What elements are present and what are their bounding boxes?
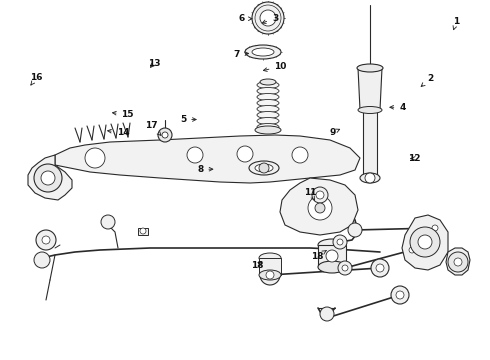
Circle shape: [320, 307, 334, 321]
Ellipse shape: [249, 161, 279, 175]
Text: 14: 14: [108, 128, 129, 137]
Circle shape: [260, 10, 276, 26]
Ellipse shape: [257, 87, 279, 95]
Ellipse shape: [318, 239, 346, 251]
Circle shape: [158, 128, 172, 142]
Circle shape: [409, 247, 415, 253]
Text: 6: 6: [239, 14, 252, 23]
Circle shape: [376, 264, 384, 272]
Circle shape: [337, 239, 343, 245]
Text: 1: 1: [453, 17, 460, 30]
Text: 16: 16: [30, 73, 43, 85]
Text: 18: 18: [311, 251, 326, 261]
Polygon shape: [402, 215, 448, 270]
Text: 4: 4: [390, 103, 406, 112]
Circle shape: [432, 225, 438, 231]
Ellipse shape: [360, 173, 380, 183]
Circle shape: [333, 235, 347, 249]
Ellipse shape: [257, 117, 279, 125]
Circle shape: [101, 215, 115, 229]
Circle shape: [396, 291, 404, 299]
Text: 9: 9: [329, 128, 340, 137]
Ellipse shape: [259, 270, 281, 280]
Circle shape: [260, 265, 280, 285]
Ellipse shape: [260, 79, 276, 85]
Ellipse shape: [255, 164, 273, 172]
Circle shape: [371, 259, 389, 277]
Circle shape: [315, 203, 325, 213]
Circle shape: [266, 271, 274, 279]
Ellipse shape: [257, 81, 279, 89]
Ellipse shape: [318, 261, 346, 273]
Circle shape: [140, 228, 146, 234]
Circle shape: [410, 227, 440, 257]
Circle shape: [252, 2, 284, 34]
Circle shape: [34, 164, 62, 192]
Text: 13: 13: [148, 59, 161, 68]
Text: 10: 10: [264, 62, 287, 71]
Text: 18: 18: [251, 261, 264, 270]
Circle shape: [418, 235, 432, 249]
Ellipse shape: [357, 64, 383, 72]
Text: 2: 2: [421, 74, 434, 86]
Circle shape: [34, 252, 50, 268]
Polygon shape: [28, 155, 72, 200]
Circle shape: [448, 252, 468, 272]
Ellipse shape: [255, 126, 281, 134]
Ellipse shape: [257, 99, 279, 107]
Circle shape: [308, 196, 332, 220]
Text: 5: 5: [180, 115, 196, 124]
Polygon shape: [363, 110, 377, 175]
Circle shape: [405, 243, 419, 257]
Polygon shape: [446, 248, 470, 275]
Circle shape: [162, 132, 168, 138]
Circle shape: [428, 221, 442, 235]
Polygon shape: [358, 68, 382, 110]
Text: 8: 8: [197, 165, 213, 174]
Circle shape: [342, 265, 348, 271]
Circle shape: [36, 230, 56, 250]
Text: 11: 11: [304, 188, 317, 200]
Circle shape: [259, 163, 269, 173]
Polygon shape: [55, 135, 360, 183]
Ellipse shape: [257, 123, 279, 131]
Ellipse shape: [259, 253, 281, 263]
Circle shape: [85, 148, 105, 168]
Ellipse shape: [252, 48, 274, 56]
Circle shape: [348, 223, 362, 237]
Ellipse shape: [257, 112, 279, 118]
Circle shape: [365, 173, 375, 183]
Circle shape: [41, 171, 55, 185]
Text: 15: 15: [113, 110, 134, 119]
Circle shape: [312, 187, 328, 203]
Text: 12: 12: [408, 154, 420, 163]
Bar: [138, 228, 148, 235]
Circle shape: [187, 147, 203, 163]
Circle shape: [316, 191, 324, 199]
Text: 7: 7: [234, 50, 248, 59]
Text: 17: 17: [145, 121, 161, 135]
Circle shape: [391, 286, 409, 304]
Circle shape: [338, 261, 352, 275]
Ellipse shape: [257, 105, 279, 113]
Ellipse shape: [245, 45, 281, 59]
Bar: [259, 258, 281, 275]
Polygon shape: [280, 178, 358, 235]
Ellipse shape: [358, 107, 382, 113]
Circle shape: [237, 146, 253, 162]
Circle shape: [42, 236, 50, 244]
Circle shape: [326, 250, 338, 262]
Ellipse shape: [257, 94, 279, 100]
Text: 3: 3: [262, 14, 278, 23]
Bar: [318, 245, 346, 267]
Circle shape: [454, 258, 462, 266]
Circle shape: [292, 147, 308, 163]
